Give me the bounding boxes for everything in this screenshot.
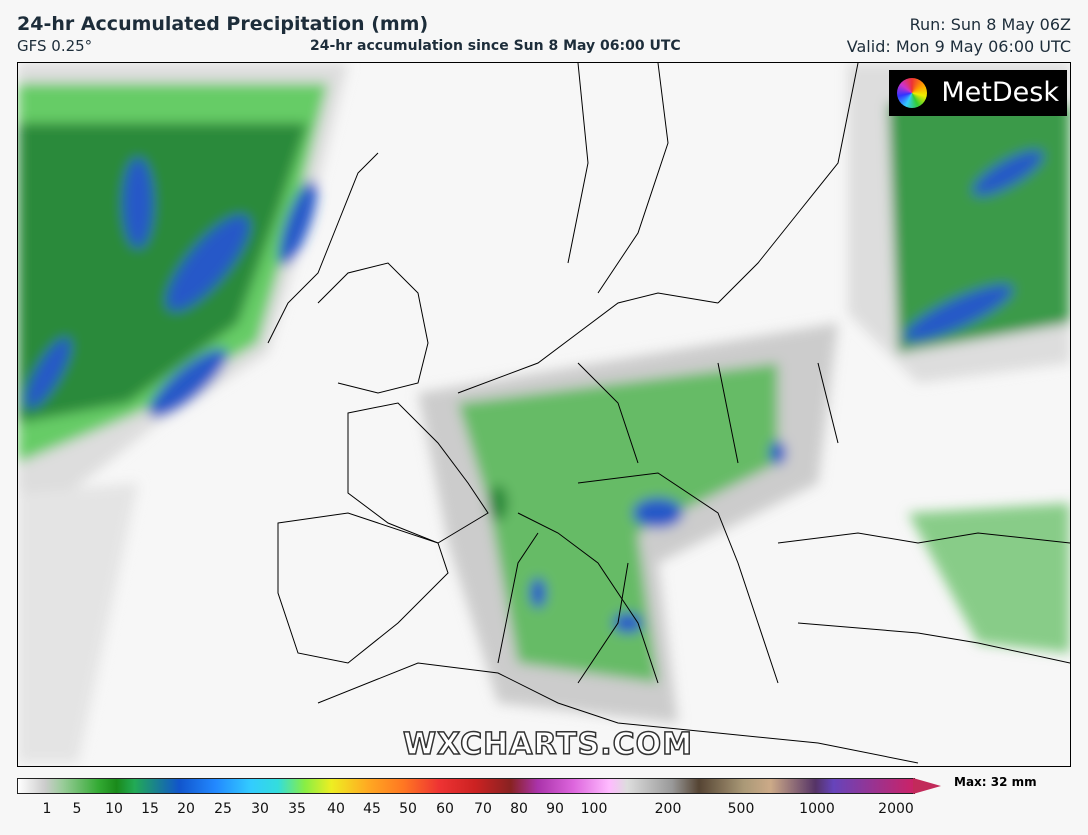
colorbar-tick-label: 35 [288,801,306,817]
title: 24-hr Accumulated Precipitation (mm) [17,13,429,35]
valid-time: Valid: Mon 9 May 06:00 UTC [846,37,1071,56]
logo: MetDesk [889,70,1067,116]
colorbar-tick-label: 100 [580,801,608,817]
subtitle: 24-hr accumulation since Sun 8 May 06:00… [310,38,681,54]
map [17,62,1071,767]
precip-field [18,63,1070,764]
run-time: Run: Sun 8 May 06Z [909,15,1071,34]
colorbar-tick-label: 500 [727,801,755,817]
colorbar-tick-label: 25 [214,801,232,817]
colorbar-tick-label: 70 [474,801,492,817]
colorbar-tick-label: 2000 [878,801,914,817]
watermark: WXCHARTS.COM [402,726,694,763]
colorbar-tick-label: 40 [327,801,345,817]
colorbar [17,778,915,794]
logo-text: MetDesk [941,77,1059,108]
colorbar-tick-label: 10 [105,801,123,817]
colorbar-tick-label: 45 [363,801,381,817]
colorbar-tick-label: 15 [141,801,159,817]
colorbar-tick-label: 20 [177,801,195,817]
colorbar-tick-label: 5 [72,801,82,817]
colorbar-arrow [913,778,941,794]
max-label: Max: 32 mm [954,775,1037,789]
model: GFS 0.25° [17,37,93,55]
colorbar-tick-label: 200 [654,801,682,817]
colorbar-tick-label: 1 [42,801,52,817]
colorbar-tick-label: 1000 [799,801,835,817]
colorbar-tick-label: 80 [510,801,528,817]
colorbar-tick-label: 30 [251,801,269,817]
colorbar-tick-label: 50 [399,801,417,817]
logo-mark [897,78,927,108]
colorbar-tick-label: 60 [436,801,454,817]
colorbar-tick-label: 90 [546,801,564,817]
